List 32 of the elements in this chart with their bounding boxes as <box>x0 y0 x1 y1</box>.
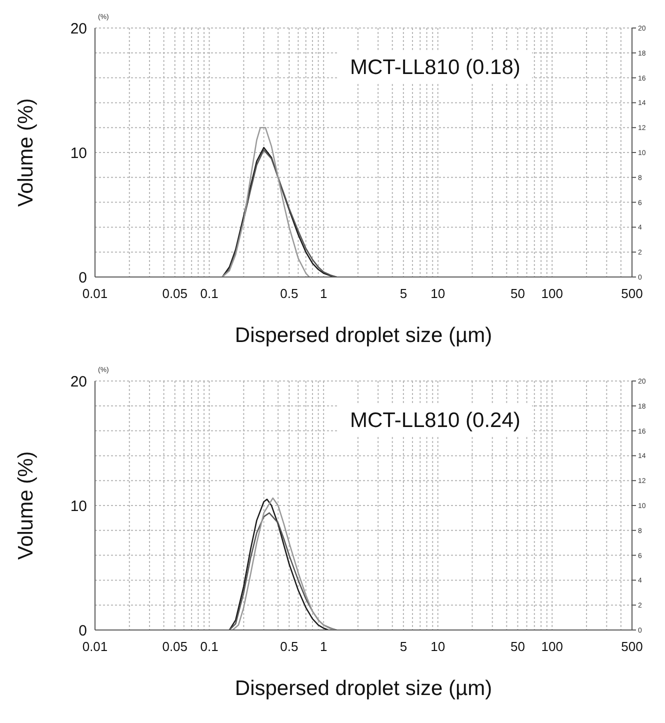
y-tick-label: 20 <box>70 20 87 38</box>
x-axis-title: Dispersed droplet size (µm) <box>234 677 492 700</box>
x-tick-label: 0.05 <box>162 286 188 302</box>
y-tick-label: 0 <box>78 622 87 640</box>
x-tick-label: 100 <box>541 639 563 654</box>
x-tick-label: 5 <box>400 639 408 654</box>
y-tick-label: 10 <box>70 144 87 162</box>
x-tick-label: 0.5 <box>280 639 298 654</box>
annotation: MCT-LL810 (0.18) <box>338 52 532 84</box>
x-tick-label: 50 <box>510 639 525 654</box>
x-tick-label: 0.1 <box>200 286 218 302</box>
x-tick-label: 5 <box>400 286 408 302</box>
y-axis-title: Volume (%) <box>14 451 38 560</box>
y-axis-title: Volume (%) <box>14 98 38 207</box>
x-tick-label: 0.01 <box>82 286 108 302</box>
x-tick-label: 500 <box>621 286 643 302</box>
x-tick-label: 0.01 <box>82 639 108 654</box>
x-tick-label: 0.05 <box>162 639 188 654</box>
y-tick-label: 0 <box>78 269 87 286</box>
x-axis-title: Dispersed droplet size (µm) <box>234 324 492 347</box>
y-tick-label: 10 <box>70 498 87 515</box>
x-tick-label: 0.1 <box>200 639 218 654</box>
x-tick-label: 500 <box>621 639 643 654</box>
x-tick-label: 50 <box>510 286 525 302</box>
x-tick-label: 1 <box>320 286 328 302</box>
x-tick-label: 0.5 <box>280 286 298 302</box>
annotation: MCT-LL810 (0.24) <box>338 405 532 437</box>
x-tick-label: 10 <box>430 286 446 302</box>
x-tick-label: 100 <box>541 286 563 302</box>
y-tick-label: 20 <box>70 373 87 390</box>
x-tick-label: 10 <box>430 639 446 654</box>
x-tick-label: 1 <box>320 639 328 654</box>
